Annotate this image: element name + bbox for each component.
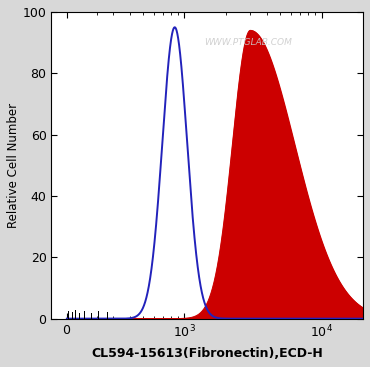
Bar: [75, 310, 76, 319]
Bar: [84, 311, 85, 319]
X-axis label: CL594-15613(Fibronectin),ECD-H: CL594-15613(Fibronectin),ECD-H: [91, 347, 323, 360]
Bar: [68, 311, 69, 319]
Bar: [107, 312, 108, 319]
Y-axis label: Relative Cell Number: Relative Cell Number: [7, 103, 20, 228]
Text: WWW.PTGLAB.COM: WWW.PTGLAB.COM: [204, 38, 292, 47]
Bar: [98, 311, 99, 319]
Bar: [79, 313, 80, 319]
Bar: [72, 312, 73, 319]
